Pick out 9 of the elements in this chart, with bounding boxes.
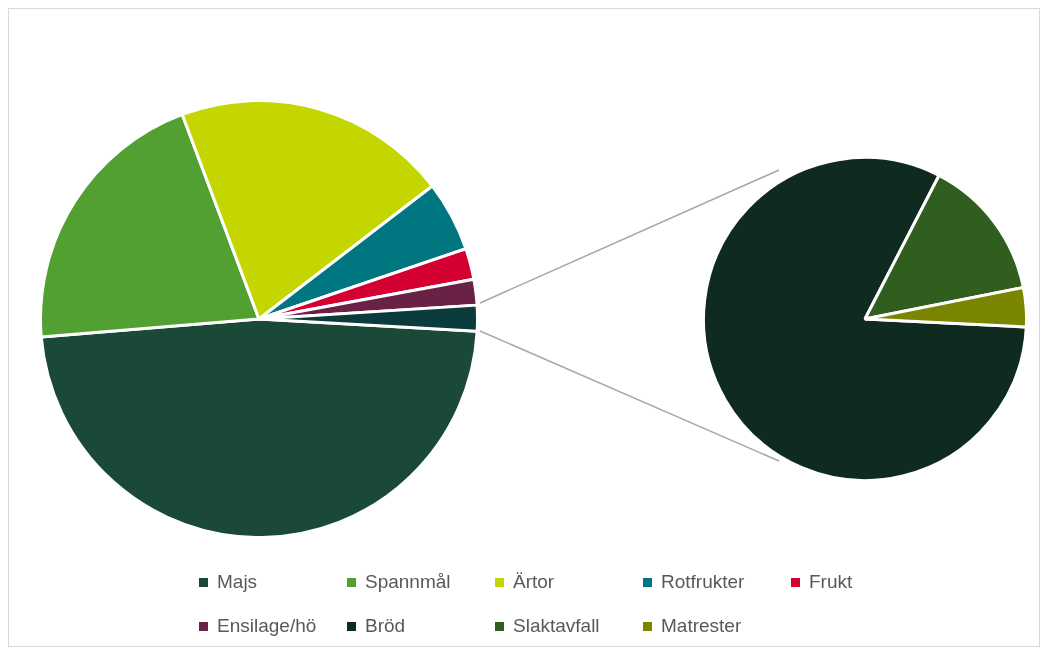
legend-label: Slaktavfall — [513, 615, 600, 637]
legend-label: Bröd — [365, 615, 406, 637]
legend-label: Rotfrukter — [661, 571, 745, 593]
legend-label: Majs — [217, 571, 258, 593]
legend-label: Ärtor — [513, 571, 555, 593]
legend-label: Frukt — [809, 571, 853, 593]
legend-label: Ensilage/hö — [217, 615, 317, 637]
legend-label: Spannmål — [365, 571, 451, 593]
legend-label: Matrester — [661, 615, 742, 637]
